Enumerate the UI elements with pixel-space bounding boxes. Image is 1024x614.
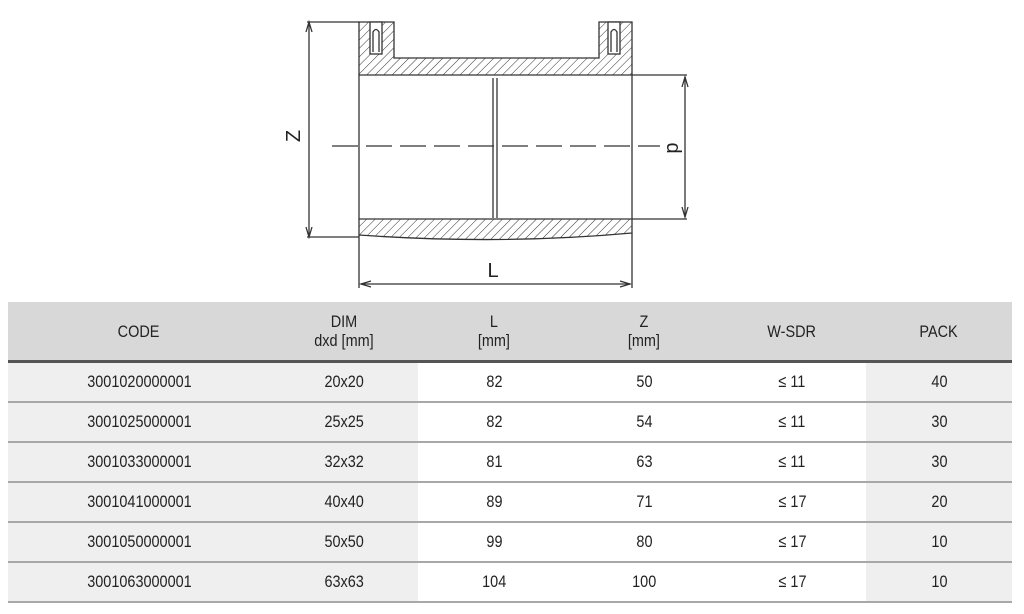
- d-dimension-label: d: [662, 142, 684, 153]
- header-dim: DIM dxd [mm]: [270, 302, 418, 363]
- cell-pack: 40: [866, 361, 1012, 403]
- cell-z-value: 71: [635, 492, 653, 511]
- cell-z-value: 54: [635, 412, 653, 431]
- cell-l: 99: [418, 522, 570, 563]
- cell-dim-value: 32x32: [324, 452, 364, 471]
- cell-pack-value: 10: [930, 572, 948, 591]
- cell-z: 63: [570, 442, 718, 483]
- cell-code: 3001020000001: [8, 361, 270, 403]
- cell-z: 100: [570, 562, 718, 603]
- cell-code-value: 3001050000001: [86, 532, 192, 551]
- cell-dim-value: 63x63: [324, 572, 364, 591]
- cell-z: 80: [570, 522, 718, 563]
- cell-pack-value: 20: [930, 492, 948, 511]
- cell-w-sdr-value: ≤ 11: [778, 372, 806, 391]
- cell-pack: 10: [866, 522, 1012, 563]
- top-wall-section: [358, 21, 633, 76]
- cell-l-value: 82: [485, 412, 503, 431]
- cell-dim-value: 20x20: [324, 372, 364, 391]
- cell-l-value: 81: [485, 452, 503, 471]
- cell-code: 3001063000001: [8, 562, 270, 603]
- cell-l: 81: [418, 442, 570, 483]
- coupler-technical-drawing: Z d L: [283, 19, 689, 288]
- cell-w-sdr: ≤ 17: [718, 482, 866, 523]
- cell-dim-value: 25x25: [324, 412, 364, 431]
- cell-pack: 30: [866, 442, 1012, 483]
- cell-code-value: 3001033000001: [86, 452, 192, 471]
- cell-pack-value: 30: [930, 452, 948, 471]
- right-terminal-slot: [607, 21, 621, 55]
- cell-l: 104: [418, 562, 570, 603]
- cell-w-sdr: ≤ 11: [718, 402, 866, 443]
- cell-z: 54: [570, 402, 718, 443]
- cell-dim: 63x63: [270, 562, 418, 603]
- cell-pack: 30: [866, 402, 1012, 443]
- cell-dim: 25x25: [270, 402, 418, 443]
- z-dimension-label: Z: [283, 130, 305, 142]
- cell-pack-value: 30: [930, 412, 948, 431]
- cell-l-value: 99: [485, 532, 503, 551]
- left-terminal-slot: [369, 21, 383, 55]
- cell-code: 3001041000001: [8, 482, 270, 523]
- bottom-wall-section: [358, 218, 633, 241]
- table-header-row: CODE DIM dxd [mm] L [mm] Z [mm] W-SDR PACK: [8, 302, 1012, 363]
- cell-pack: 20: [866, 482, 1012, 523]
- cell-w-sdr-value: ≤ 17: [777, 532, 807, 551]
- specification-table: CODE DIM dxd [mm] L [mm] Z [mm] W-SDR PACK …: [8, 302, 1012, 603]
- cell-code-value: 3001063000001: [86, 572, 192, 591]
- header-z: Z [mm]: [570, 302, 718, 363]
- cell-w-sdr-value: ≤ 17: [777, 572, 807, 591]
- cell-w-sdr-value: ≤ 11: [778, 412, 806, 431]
- cell-pack-value: 40: [930, 372, 948, 391]
- cell-dim: 40x40: [270, 482, 418, 523]
- table-row: 3001033000001 32x32 81 63 ≤ 11 30: [8, 442, 1012, 483]
- header-code: CODE: [8, 302, 270, 363]
- cell-dim: 32x32: [270, 442, 418, 483]
- cell-dim: 20x20: [270, 361, 418, 403]
- cell-dim-value: 50x50: [324, 532, 364, 551]
- cell-w-sdr-value: ≤ 17: [777, 492, 807, 511]
- l-dimension-label: L: [487, 260, 498, 282]
- cell-l-value: 82: [485, 372, 503, 391]
- table-row: 3001050000001 50x50 99 80 ≤ 17 10: [8, 522, 1012, 563]
- cell-z-value: 50: [635, 372, 653, 391]
- cell-l: 89: [418, 482, 570, 523]
- header-w-sdr: W-SDR: [718, 302, 866, 363]
- cell-dim: 50x50: [270, 522, 418, 563]
- cell-w-sdr: ≤ 17: [718, 562, 866, 603]
- cell-w-sdr: ≤ 11: [718, 361, 866, 403]
- cell-l: 82: [418, 402, 570, 443]
- table-row: 3001020000001 20x20 82 50 ≤ 11 40: [8, 361, 1012, 403]
- cell-code-value: 3001025000001: [86, 412, 192, 431]
- cell-z: 50: [570, 361, 718, 403]
- cell-l-value: 89: [485, 492, 503, 511]
- cell-l: 82: [418, 361, 570, 403]
- header-l: L [mm]: [418, 302, 570, 363]
- header-pack: PACK: [866, 302, 1012, 363]
- cell-z: 71: [570, 482, 718, 523]
- cell-code: 3001025000001: [8, 402, 270, 443]
- cell-code-value: 3001020000001: [86, 372, 192, 391]
- table-row: 3001041000001 40x40 89 71 ≤ 17 20: [8, 482, 1012, 523]
- cell-pack: 10: [866, 562, 1012, 603]
- cell-z-value: 100: [631, 572, 657, 591]
- cell-code: 3001033000001: [8, 442, 270, 483]
- cell-z-value: 63: [635, 452, 653, 471]
- cell-w-sdr: ≤ 11: [718, 442, 866, 483]
- cell-code: 3001050000001: [8, 522, 270, 563]
- cell-w-sdr-value: ≤ 11: [778, 452, 806, 471]
- cell-w-sdr: ≤ 17: [718, 522, 866, 563]
- table-row: 3001063000001 63x63 104 100 ≤ 17 10: [8, 562, 1012, 603]
- cell-code-value: 3001041000001: [86, 492, 192, 511]
- cell-pack-value: 10: [930, 532, 948, 551]
- cell-l-value: 104: [481, 572, 507, 591]
- cell-z-value: 80: [635, 532, 653, 551]
- table-row: 3001025000001 25x25 82 54 ≤ 11 30: [8, 402, 1012, 443]
- cell-dim-value: 40x40: [324, 492, 364, 511]
